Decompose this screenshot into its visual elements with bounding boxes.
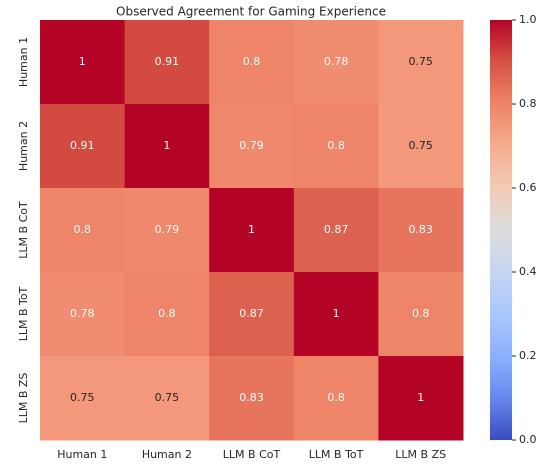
colorbar-tick-label: 0.8 — [519, 97, 537, 110]
cell-label: 1 — [163, 139, 170, 152]
heatmap-cell — [209, 272, 295, 357]
cell-label: 0.8 — [327, 139, 345, 152]
heatmap-cell — [40, 20, 126, 105]
x-tick-label: LLM B ZS — [395, 448, 446, 461]
cell-label: 0.78 — [324, 55, 349, 68]
heatmap-cell — [209, 188, 295, 273]
heatmap-cell — [40, 272, 126, 357]
heatmap-cell — [124, 188, 210, 273]
cell-label: 0.8 — [243, 55, 261, 68]
heatmap-cell — [378, 356, 464, 441]
heatmap-cell — [209, 20, 295, 105]
colorbar-tick-label: 0.0 — [519, 433, 537, 446]
cell-label: 0.79 — [155, 223, 180, 236]
heatmap-cell — [124, 272, 210, 357]
x-tick-label: LLM B CoT — [223, 448, 281, 461]
y-tick-label: LLM B ZS — [17, 373, 30, 424]
cell-label: 0.75 — [408, 139, 433, 152]
cell-label: 0.87 — [324, 223, 349, 236]
colorbar-tick-label: 1.0 — [519, 13, 537, 26]
colorbar-tick-label: 0.2 — [519, 349, 537, 362]
cell-label: 0.78 — [70, 307, 95, 320]
x-tick-label: Human 2 — [142, 448, 192, 461]
heatmap-cell — [378, 272, 464, 357]
heatmap-cell — [40, 104, 126, 189]
heatmap-cell — [293, 188, 379, 273]
heatmap-cell — [293, 356, 379, 441]
cell-label: 0.79 — [239, 139, 264, 152]
colorbar — [490, 20, 512, 440]
heatmap-cell — [209, 104, 295, 189]
y-tick-label: LLM B CoT — [17, 201, 30, 259]
colorbar-tick-label: 0.6 — [519, 181, 537, 194]
cell-label: 1 — [417, 391, 424, 404]
heatmap-cell — [293, 272, 379, 357]
cell-label: 0.83 — [408, 223, 433, 236]
cell-label: 0.8 — [327, 391, 345, 404]
heatmap-cell — [378, 104, 464, 189]
cell-label: 0.75 — [70, 391, 95, 404]
y-tick-label: Human 1 — [17, 37, 30, 87]
cell-label: 0.8 — [158, 307, 176, 320]
heatmap-cell — [209, 356, 295, 441]
x-tick-label: LLM B ToT — [309, 448, 364, 461]
cell-label: 0.8 — [74, 223, 92, 236]
cell-label: 1 — [248, 223, 255, 236]
heatmap-cell — [124, 356, 210, 441]
colorbar-tick-label: 0.4 — [519, 265, 537, 278]
chart-title: Observed Agreement for Gaming Experience — [116, 5, 386, 19]
heatmap-cell — [293, 20, 379, 105]
cell-label: 1 — [333, 307, 340, 320]
y-tick-label: Human 2 — [17, 121, 30, 171]
heatmap-cell — [293, 104, 379, 189]
cell-label: 1 — [79, 55, 86, 68]
heatmap-cell — [40, 356, 126, 441]
cell-label: 0.91 — [70, 139, 95, 152]
heatmap-cell — [124, 20, 210, 105]
cell-label: 0.75 — [408, 55, 433, 68]
y-tick-label: LLM B ToT — [17, 286, 30, 341]
cell-label: 0.91 — [155, 55, 180, 68]
cell-label: 0.8 — [412, 307, 430, 320]
x-tick-label: Human 1 — [57, 448, 107, 461]
cell-label: 0.75 — [155, 391, 180, 404]
heatmap-cell — [40, 188, 126, 273]
heatmap-cell — [378, 188, 464, 273]
cell-label: 0.83 — [239, 391, 264, 404]
cell-label: 0.87 — [239, 307, 264, 320]
heatmap-cell — [124, 104, 210, 189]
heatmap-cell — [378, 20, 464, 105]
